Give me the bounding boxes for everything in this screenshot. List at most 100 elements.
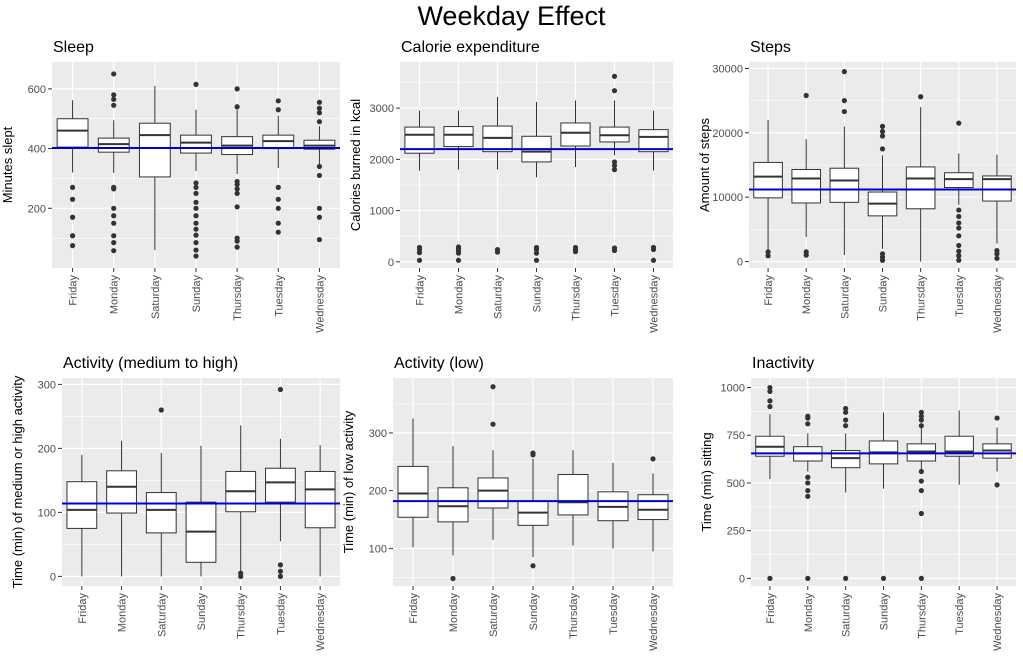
outlier-point [234,204,240,210]
box-iqr [791,169,822,204]
outlier-point [111,96,117,102]
outlier-point [918,468,924,475]
x-tick-label: Thursday [916,275,928,321]
outlier-point [767,384,773,391]
outlier-point [767,575,773,581]
box-thursday [905,94,936,262]
x-tick-label: Monday [801,275,813,315]
y-tick-label: 0 [50,571,56,583]
box-saturday [482,96,513,255]
x-tick-label: Monday [454,275,466,315]
y-tick-label: 300 [38,379,56,391]
outlier-point [533,244,540,251]
x-tick-label: Tuesday [608,593,620,635]
outlier-point [956,207,962,213]
y-tick-label: 400 [28,144,46,156]
x-tick-label: Tuesday [273,275,285,317]
outlier-point [843,417,849,423]
outlier-point [69,196,76,202]
x-tick-label: Monday [109,275,121,315]
figure-title: Weekday Effect [417,1,606,31]
x-tick-label: Saturday [839,275,851,320]
outlier-point [193,213,199,219]
box-iqr [66,481,98,529]
outlier-point [193,205,199,211]
outlier-point [193,81,199,87]
box-iqr [265,467,296,503]
box-iqr [560,122,591,147]
outlier-point [455,244,462,250]
outlier-point [650,456,656,462]
x-tick-label: Thursday [916,593,928,639]
outlier-point [316,99,323,105]
box-iqr [753,161,783,199]
x-tick-label: Tuesday [954,275,966,317]
y-tick-label: 0 [739,573,745,585]
outlier-point [234,244,240,250]
outlier-point [956,233,962,239]
outlier-point [111,220,117,226]
y-tick-label: 1000 [370,206,394,218]
x-tick-label: Wednesday [992,275,1004,333]
outlier-point [490,421,496,427]
box-saturday [830,405,861,581]
box-iqr [905,166,936,210]
outlier-point [994,255,1000,261]
outlier-point [277,386,284,393]
outlier-point [843,575,849,581]
outlier-point [918,417,924,423]
outlier-point [494,246,501,253]
outlier-point [918,409,924,415]
y-tick-label: 3000 [370,103,394,115]
outlier-point [918,510,924,517]
box-iqr [145,492,177,534]
panel-title: Calorie expenditure [401,39,540,56]
x-tick-label: Sunday [191,275,203,313]
outlier-point [238,570,244,576]
outlier-point [234,86,240,92]
box-iqr [482,125,513,153]
outlier-point [805,575,811,581]
outlier-point [234,186,240,192]
y-tick-label: 100 [38,507,56,519]
outlier-point [956,253,962,259]
y-tick-label: 1000 [721,383,745,395]
y-tick-label: 200 [28,203,46,215]
outlier-point [193,199,199,205]
box-monday [443,110,474,263]
outlier-point [530,563,536,569]
box-iqr [180,134,212,154]
box-saturday [145,407,177,577]
outlier-point [918,94,924,100]
box-friday [753,119,783,259]
x-tick-label: Wednesday [648,593,660,651]
x-tick-label: Wednesday [649,275,661,333]
outlier-point [490,384,496,390]
y-tick-label: 200 [369,486,387,498]
outlier-point [275,107,281,113]
outlier-point [275,98,281,104]
y-tick-label: 0 [388,257,394,269]
x-tick-label: Wednesday [315,593,327,651]
outlier-point [611,73,618,79]
outlier-point [316,214,323,220]
outlier-point [879,146,886,152]
outlier-point [69,184,76,190]
outlier-point [316,172,323,179]
outlier-point [69,243,76,249]
box-wednesday [638,110,669,263]
panel-6: 0 250 500 750 1000 Friday Monday Saturday Sunday… [699,355,1016,651]
outlier-point [69,214,76,220]
outlier-point [918,478,924,484]
box-iqr [56,118,89,148]
outlier-point [956,257,962,263]
outlier-point [956,248,962,254]
panel-title: Activity (low) [394,355,484,372]
outlier-point [316,237,323,243]
x-tick-label: Friday [408,593,420,624]
y-tick-label: 20000 [712,128,743,140]
outlier-point [879,133,886,139]
outlier-point [843,423,849,429]
box-wednesday [982,415,1012,488]
